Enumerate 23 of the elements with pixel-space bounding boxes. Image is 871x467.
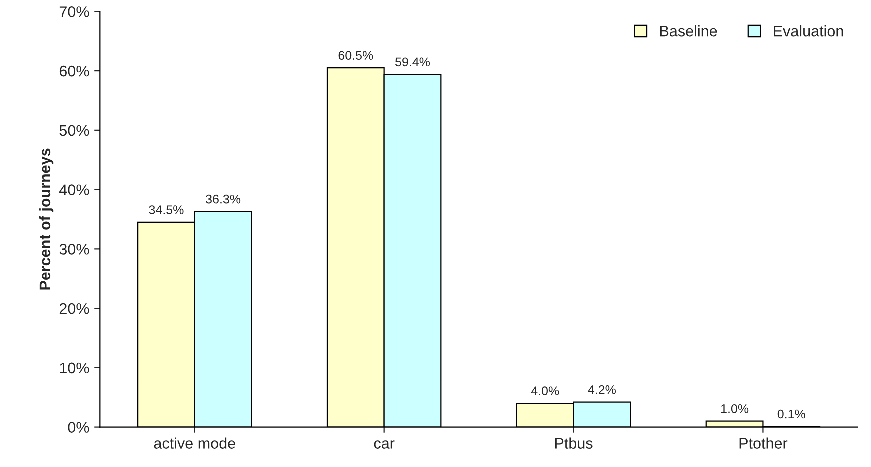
data-label: 1.0%: [722, 404, 749, 414]
y-axis-title: Percent of journeys: [39, 148, 54, 290]
y-tick-label: 20%: [60, 303, 90, 314]
data-label: 36.3%: [206, 194, 241, 204]
data-label: 4.2%: [588, 385, 616, 394]
data-label: 4.0%: [531, 386, 560, 396]
data-label: 60.5%: [338, 51, 374, 60]
y-tick-label: 60%: [60, 66, 90, 77]
y-tick-label: 0%: [68, 422, 90, 433]
data-label: 59.4%: [396, 58, 430, 67]
y-tick-label: 30%: [60, 244, 90, 255]
legend-label: Evaluation: [774, 26, 844, 37]
x-tick-label: Ptbus: [555, 438, 593, 449]
y-tick-label: 10%: [60, 362, 90, 374]
y-tick-label: 70%: [60, 6, 90, 18]
data-label: 34.5%: [149, 206, 184, 214]
y-tick-label: 50%: [60, 125, 90, 136]
y-tick-label: 40%: [60, 184, 90, 196]
x-tick-label: Ptother: [740, 438, 788, 449]
x-tick-label: active mode: [154, 438, 236, 449]
x-tick-label: car: [374, 440, 395, 449]
data-label: 0.1%: [778, 410, 806, 419]
legend-label: Baseline: [660, 26, 718, 37]
